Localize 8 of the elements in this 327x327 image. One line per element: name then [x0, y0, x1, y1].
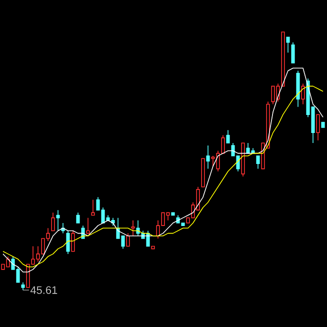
candlestick	[56, 210, 60, 232]
candlestick	[301, 83, 305, 105]
candlestick	[206, 145, 210, 170]
annotation: 45.61	[30, 286, 58, 294]
candlestick	[21, 282, 25, 290]
candlestick	[296, 70, 300, 108]
candlestick	[131, 220, 135, 236]
candlestick	[66, 230, 70, 254]
